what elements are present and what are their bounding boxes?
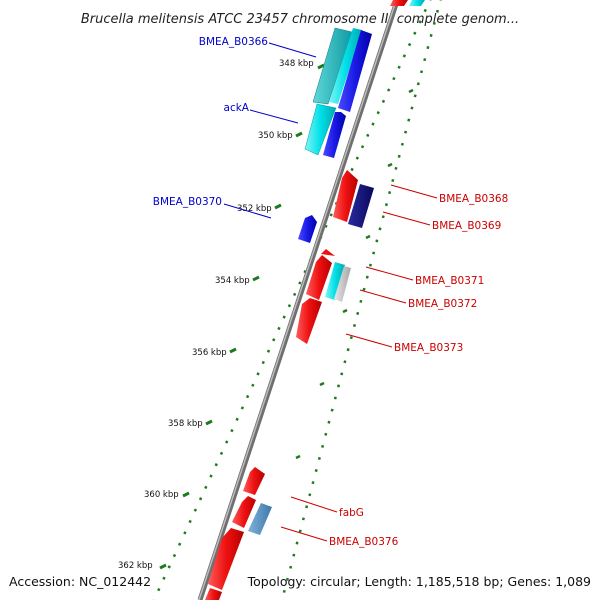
chromosome-backbone bbox=[197, 0, 400, 600]
forward-strand-genes bbox=[298, 0, 425, 243]
gene-fabG[interactable] bbox=[232, 496, 256, 528]
gene-blue-upper[interactable] bbox=[338, 30, 372, 112]
gene-label[interactable]: ackA bbox=[224, 102, 250, 114]
gene-fabG-upper[interactable] bbox=[243, 467, 265, 495]
tick-mark bbox=[182, 491, 190, 498]
tick-label: 358 kbp bbox=[168, 419, 203, 429]
gene-label[interactable]: BMEA_B0371 bbox=[415, 275, 484, 287]
outer-ruler-dots bbox=[152, 0, 432, 600]
gene-BMEA_B0372-grey[interactable] bbox=[334, 266, 351, 302]
tick-label: 354 kbp bbox=[215, 276, 250, 286]
gene-red-lower[interactable] bbox=[208, 528, 244, 590]
gene-BMEA_B0371[interactable] bbox=[306, 255, 332, 300]
tick-mark bbox=[205, 419, 213, 426]
gene-partial-red-top[interactable] bbox=[390, 0, 408, 6]
gene-red-bottom[interactable] bbox=[205, 588, 222, 600]
gene-BMEA_B0366[interactable] bbox=[312, 27, 353, 105]
map-title: Brucella melitensis ATCC 23457 chromosom… bbox=[81, 12, 519, 27]
tick-mark bbox=[252, 275, 260, 282]
reverse-strand-genes bbox=[205, 170, 374, 600]
tick-label: 348 kbp bbox=[279, 59, 314, 69]
gene-label[interactable]: BMEA_B0372 bbox=[408, 298, 477, 310]
ruler-track bbox=[152, 0, 442, 600]
gene-BMEA_B0376[interactable] bbox=[248, 503, 272, 535]
gene-label[interactable]: BMEA_B0366 bbox=[199, 36, 269, 48]
gene-BMEA_B0373[interactable] bbox=[296, 298, 322, 344]
gene-BMEA_B0371-arrow[interactable] bbox=[321, 249, 335, 256]
gene-label[interactable]: BMEA_B0373 bbox=[394, 342, 463, 354]
tick-mark bbox=[274, 203, 282, 210]
gene-label[interactable]: BMEA_B0370 bbox=[153, 196, 222, 208]
gene-label[interactable]: BMEA_B0376 bbox=[329, 536, 399, 548]
label-leaders bbox=[223, 42, 438, 542]
accession-text: Accession: NC_012442 bbox=[9, 574, 151, 589]
gene-BMEA_B0366-cds[interactable] bbox=[329, 28, 362, 104]
tick-label: 356 kbp bbox=[192, 348, 227, 358]
gene-labels: BMEA_B0366 ackA BMEA_B0370 BMEA_B0368 BM… bbox=[153, 36, 509, 548]
tick-label: 362 kbp bbox=[118, 561, 153, 571]
gene-BMEA_B0372[interactable] bbox=[325, 262, 345, 300]
tick-mark bbox=[229, 347, 237, 354]
tick-mark bbox=[317, 63, 325, 70]
tick-label: 352 kbp bbox=[237, 204, 272, 214]
gene-partial-cyan-top[interactable] bbox=[409, 0, 425, 6]
gene-ackA-cyan[interactable] bbox=[304, 103, 337, 156]
gene-label[interactable]: fabG bbox=[339, 507, 364, 519]
gene-label[interactable]: BMEA_B0369 bbox=[432, 220, 501, 232]
gene-BMEA_B0369[interactable] bbox=[348, 184, 374, 228]
gene-label[interactable]: BMEA_B0368 bbox=[439, 193, 508, 205]
tick-mark bbox=[295, 131, 303, 138]
gene-BMEA_B0370[interactable] bbox=[298, 215, 317, 243]
gene-ackA[interactable] bbox=[323, 112, 346, 158]
tick-label: 360 kbp bbox=[144, 490, 179, 500]
tick-mark bbox=[159, 563, 167, 570]
tick-label: 350 kbp bbox=[258, 131, 293, 141]
gene-BMEA_B0368[interactable] bbox=[333, 170, 358, 222]
summary-text: Topology: circular; Length: 1,185,518 bp… bbox=[247, 574, 591, 589]
kbp-ticks: 348 kbp 350 kbp 352 kbp 354 kbp 356 kbp … bbox=[118, 59, 414, 571]
